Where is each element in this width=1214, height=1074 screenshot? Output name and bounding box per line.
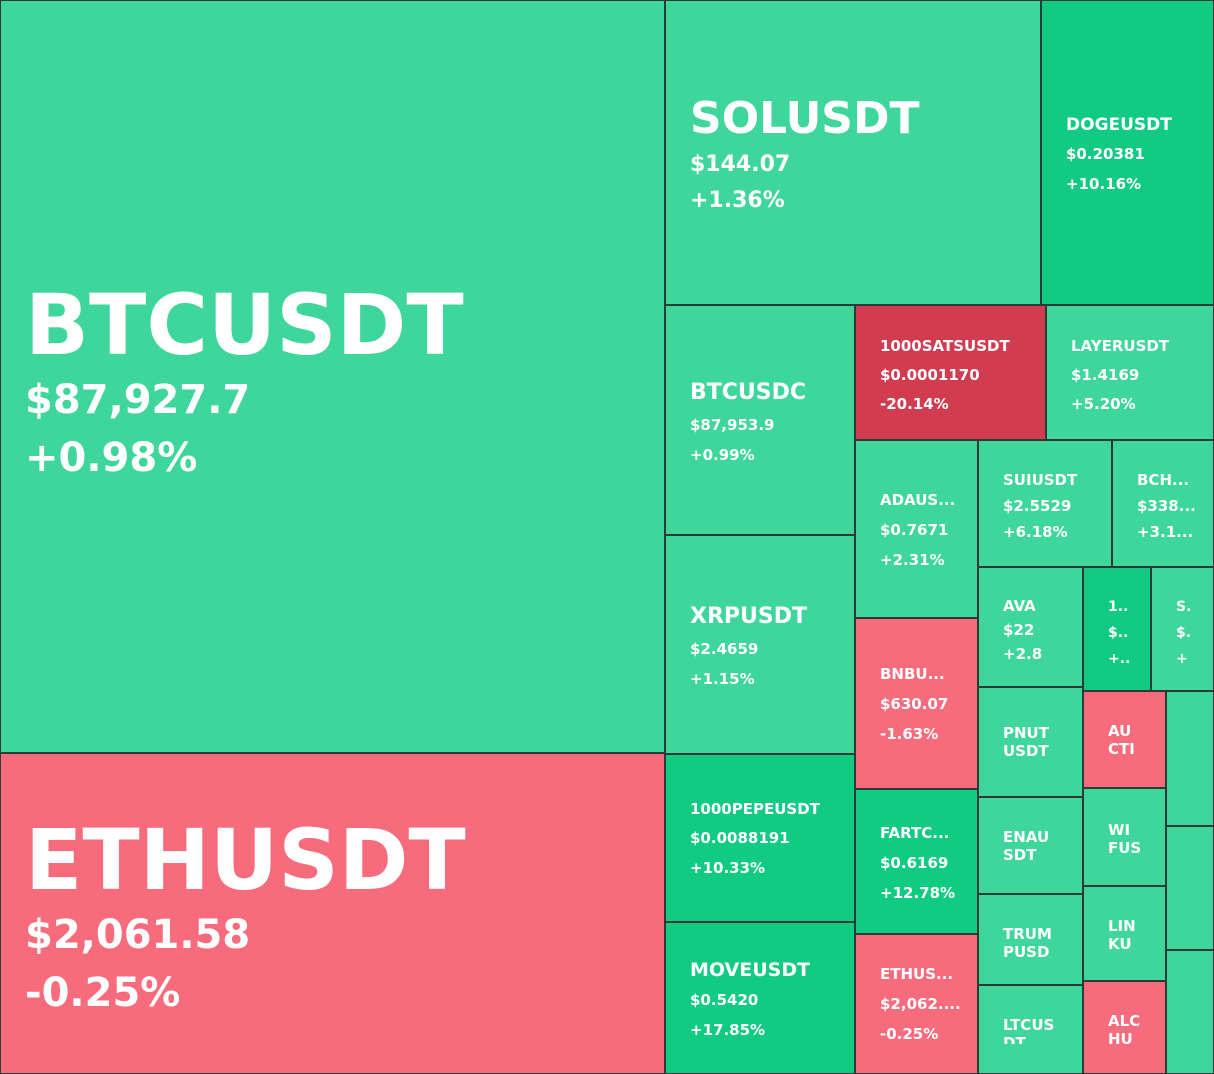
tile-price: $338... — [1137, 497, 1196, 515]
tile-ethusdc[interactable]: ETHUS... $2,062.... -0.25% — [855, 934, 978, 1074]
tile-ethusdt[interactable]: ETHUSDT $2,061.58 -0.25% — [0, 753, 665, 1074]
tile-change: +.. — [1108, 651, 1131, 667]
tile-btcusdc[interactable]: BTCUSDC $87,953.9 +0.99% — [665, 305, 855, 535]
tile-change: -0.25% — [25, 970, 181, 1016]
tile-avaxusdt[interactable]: AVA $22 +2.8 — [978, 567, 1083, 687]
tile-symbol: XRPUSDT — [690, 604, 808, 629]
tile-price: $0.5420 — [690, 991, 759, 1009]
tile-adausdt[interactable]: ADAUS... $0.7671 +2.31% — [855, 440, 978, 618]
tile-moveusdt[interactable]: MOVEUSDT $0.5420 +17.85% — [665, 922, 855, 1074]
tile-price: $2.4659 — [690, 640, 759, 658]
tile-symbol: ENAU SDT — [1003, 828, 1050, 864]
tile-xrpusdt[interactable]: XRPUSDT $2.4659 +1.15% — [665, 535, 855, 754]
tile-sliver-1[interactable] — [1166, 691, 1214, 826]
tile-sliver-3[interactable] — [1166, 950, 1214, 1074]
tile-price: $. — [1176, 625, 1192, 641]
tile-symbol: ETHUS... — [880, 965, 954, 983]
tile-change: +0.98% — [25, 435, 198, 481]
tile-change: -20.14% — [880, 395, 949, 413]
tile-symbol: LTCUS DT — [1003, 1016, 1055, 1044]
tile-symbol: AVA — [1003, 597, 1036, 615]
tile-price: $22 — [1003, 621, 1035, 639]
tile-sliver-2[interactable] — [1166, 826, 1214, 950]
tile-suiusdt[interactable]: SUIUSDT $2.5529 +6.18% — [978, 440, 1112, 567]
tile-symbol: 1.. — [1108, 599, 1129, 615]
tile-change: +17.85% — [690, 1021, 766, 1039]
tile-symbol: DOGEUSDT — [1066, 115, 1172, 135]
tile-dogeusdt[interactable]: DOGEUSDT $0.20381 +10.16% — [1041, 0, 1214, 305]
tile-small-s[interactable]: S. $. + — [1151, 567, 1214, 691]
tile-symbol: TRUM PUSD — [1003, 925, 1052, 961]
tile-bnbusdt[interactable]: BNBU... $630.07 -1.63% — [855, 618, 978, 789]
tile-change: +0.99% — [690, 446, 755, 464]
tile-fartcoinusdt[interactable]: FARTC... $0.6169 +12.78% — [855, 789, 978, 934]
tile-price: $144.07 — [690, 152, 791, 177]
tile-symbol: BNBU... — [880, 665, 945, 683]
tile-symbol: MOVEUSDT — [690, 959, 811, 981]
tile-price: $0.6169 — [880, 854, 949, 872]
tile-small-1[interactable]: 1.. $.. +.. — [1083, 567, 1151, 691]
tile-trumpusdt[interactable]: TRUM PUSD — [978, 894, 1083, 985]
tile-bchusdt[interactable]: BCH... $338... +3.1... — [1112, 440, 1214, 567]
tile-linkusdt[interactable]: LIN KU — [1083, 886, 1166, 981]
tile-solusdt[interactable]: SOLUSDT $144.07 +1.36% — [665, 0, 1041, 305]
tile-price: $87,927.7 — [25, 377, 251, 423]
tile-change: +1.36% — [690, 188, 785, 213]
tile-btcusdt[interactable]: BTCUSDT $87,927.7 +0.98% — [0, 0, 665, 753]
tile-price: $2.5529 — [1003, 497, 1072, 515]
tile-pnutusdt[interactable]: PNUT USDT — [978, 687, 1083, 797]
tile-change: +5.20% — [1071, 395, 1136, 413]
tile-symbol: LAYERUSDT — [1071, 337, 1170, 355]
tile-symbol: ADAUS... — [880, 491, 956, 509]
tile-price: $87,953.9 — [690, 416, 775, 434]
tile-change: + — [1176, 651, 1188, 667]
tile-symbol: S. — [1176, 599, 1192, 615]
tile-ltcusdt[interactable]: LTCUS DT — [978, 985, 1083, 1074]
tile-symbol: 1000SATSUSDT — [880, 337, 1010, 355]
tile-symbol: BCH... — [1137, 471, 1190, 489]
tile-change: -1.63% — [880, 725, 939, 743]
tile-enausdt[interactable]: ENAU SDT — [978, 797, 1083, 894]
tile-price: $2,061.58 — [25, 912, 251, 958]
tile-change: +10.33% — [690, 859, 766, 877]
tile-layerusdt[interactable]: LAYERUSDT $1.4169 +5.20% — [1046, 305, 1214, 440]
tile-symbol: PNUT USDT — [1003, 724, 1049, 760]
tile-symbol: BTCUSDC — [690, 380, 807, 405]
tile-symbol: FARTC... — [880, 824, 950, 842]
tile-change: +2.31% — [880, 551, 945, 569]
tile-price: $630.07 — [880, 695, 949, 713]
tile-change: +12.78% — [880, 884, 956, 902]
tile-symbol: SUIUSDT — [1003, 471, 1078, 489]
tile-price: $2,062.... — [880, 995, 961, 1013]
tile-symbol: SOLUSDT — [690, 93, 920, 144]
tile-change: +10.16% — [1066, 175, 1142, 193]
tile-1000satsusdt[interactable]: 1000SATSUSDT $0.0001170 -20.14% — [855, 305, 1046, 440]
tile-1000pepeusdt[interactable]: 1000PEPEUSDT $0.0088191 +10.33% — [665, 754, 855, 922]
tile-price: $0.0088191 — [690, 829, 790, 847]
tile-symbol: 1000PEPEUSDT — [690, 800, 820, 818]
tile-change: +2.8 — [1003, 645, 1043, 663]
tile-symbol: BTCUSDT — [25, 276, 464, 374]
tile-change: -0.25% — [880, 1025, 939, 1043]
tile-wifusdt[interactable]: WI FUS — [1083, 788, 1166, 886]
tile-price: $0.20381 — [1066, 145, 1145, 163]
tile-price: $1.4169 — [1071, 366, 1140, 384]
tile-price: $.. — [1108, 625, 1129, 641]
tile-symbol: WI FUS — [1108, 821, 1142, 857]
tile-symbol: AU CTI — [1108, 722, 1135, 758]
tile-symbol: ETHUSDT — [25, 811, 466, 909]
tile-change: +1.15% — [690, 670, 755, 688]
tile-auctionusdt[interactable]: AU CTI — [1083, 691, 1166, 788]
tile-symbol: ALC HU — [1108, 1012, 1141, 1044]
tile-price: $0.0001170 — [880, 366, 980, 384]
tile-symbol: LIN KU — [1108, 917, 1136, 953]
tile-price: $0.7671 — [880, 521, 949, 539]
tile-alchusdt[interactable]: ALC HU — [1083, 981, 1166, 1074]
tile-change: +3.1... — [1137, 523, 1194, 541]
tile-change: +6.18% — [1003, 523, 1068, 541]
